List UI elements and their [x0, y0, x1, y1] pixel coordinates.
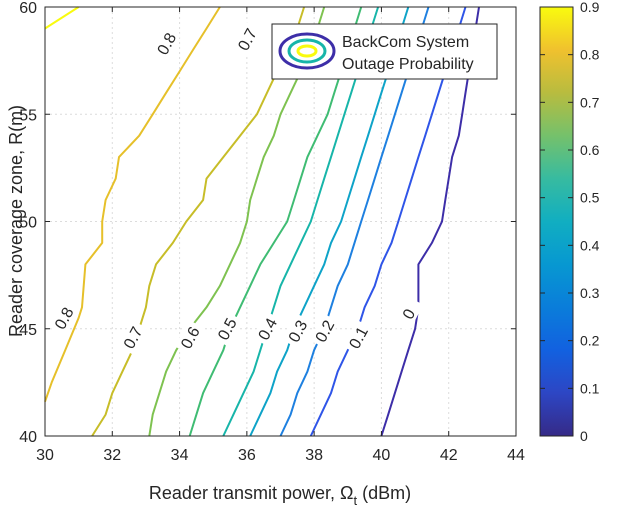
contour-label-mask [252, 311, 283, 347]
contour-label-mask [48, 300, 79, 336]
colorbar-tick-label: 0.1 [580, 380, 600, 396]
legend-line-1: BackCom System [342, 34, 469, 51]
x-tick-label: 30 [36, 447, 54, 464]
colorbar: 0 0.1 0.2 0.3 0.4 0.5 0.6 0.7 0.8 0.9 [539, 0, 600, 444]
contour-label-mask [174, 319, 205, 355]
colorbar-tick-label: 0.6 [580, 142, 600, 158]
contour-label-mask [231, 21, 262, 57]
contour-label-mask [342, 319, 373, 355]
x-tick-label: 40 [373, 447, 391, 464]
colorbar-tick-label: 0 [580, 428, 588, 444]
y-tick-label: 40 [19, 429, 37, 446]
colorbar-tick-label: 0.4 [580, 237, 600, 253]
contour-line-0-8 [44, 6, 221, 403]
contour-line-0-9 [44, 6, 80, 30]
colorbar-gradient [539, 6, 574, 437]
colorbar-tick-label: 0.7 [580, 94, 600, 110]
y-axis-label: Reader coverage zone, R(m) [6, 105, 26, 337]
x-tick-label: 38 [305, 447, 323, 464]
y-tick-label: 60 [19, 0, 37, 17]
contour-label-mask [211, 311, 242, 347]
legend: BackCom System Outage Probability [271, 23, 498, 80]
contour-label-mask [117, 319, 148, 355]
x-axis-label-main: Reader transmit power, Ω [149, 483, 354, 503]
x-tick-label: 36 [238, 447, 256, 464]
contour-label-mask [282, 313, 313, 349]
x-tick-label: 44 [507, 447, 525, 464]
x-axis-label: Reader transmit power, Ωt (dBm) [149, 483, 411, 508]
contour-label-mask [309, 313, 340, 349]
y-tick-label: 50 [19, 215, 37, 232]
colorbar-tick-label: 0.8 [580, 47, 600, 63]
x-tick-label: 32 [103, 447, 121, 464]
y-tick-label: 55 [19, 107, 37, 124]
legend-line-2: Outage Probability [342, 56, 474, 73]
colorbar-tick-label: 0.3 [580, 285, 600, 301]
x-axis-label-subscript: t [353, 493, 357, 508]
colorbar-tick-label: 0.2 [580, 333, 600, 349]
x-axis-label-unit: (dBm) [357, 483, 411, 503]
y-tick-label: 45 [19, 322, 37, 339]
legend-contour-icon [278, 32, 336, 70]
x-axis-ticks: 30 32 34 36 38 40 42 44 [36, 7, 525, 464]
contour-label-mask [151, 25, 182, 61]
contour-label-mask [393, 296, 424, 332]
x-tick-label: 34 [171, 447, 189, 464]
x-tick-label: 42 [440, 447, 458, 464]
colorbar-tick-label: 0.5 [580, 190, 600, 206]
colorbar-ticks: 0 0.1 0.2 0.3 0.4 0.5 0.6 0.7 0.8 0.9 [540, 0, 600, 444]
colorbar-tick-label: 0.9 [580, 0, 600, 15]
y-axis-ticks: 40 45 50 55 60 [19, 0, 516, 446]
